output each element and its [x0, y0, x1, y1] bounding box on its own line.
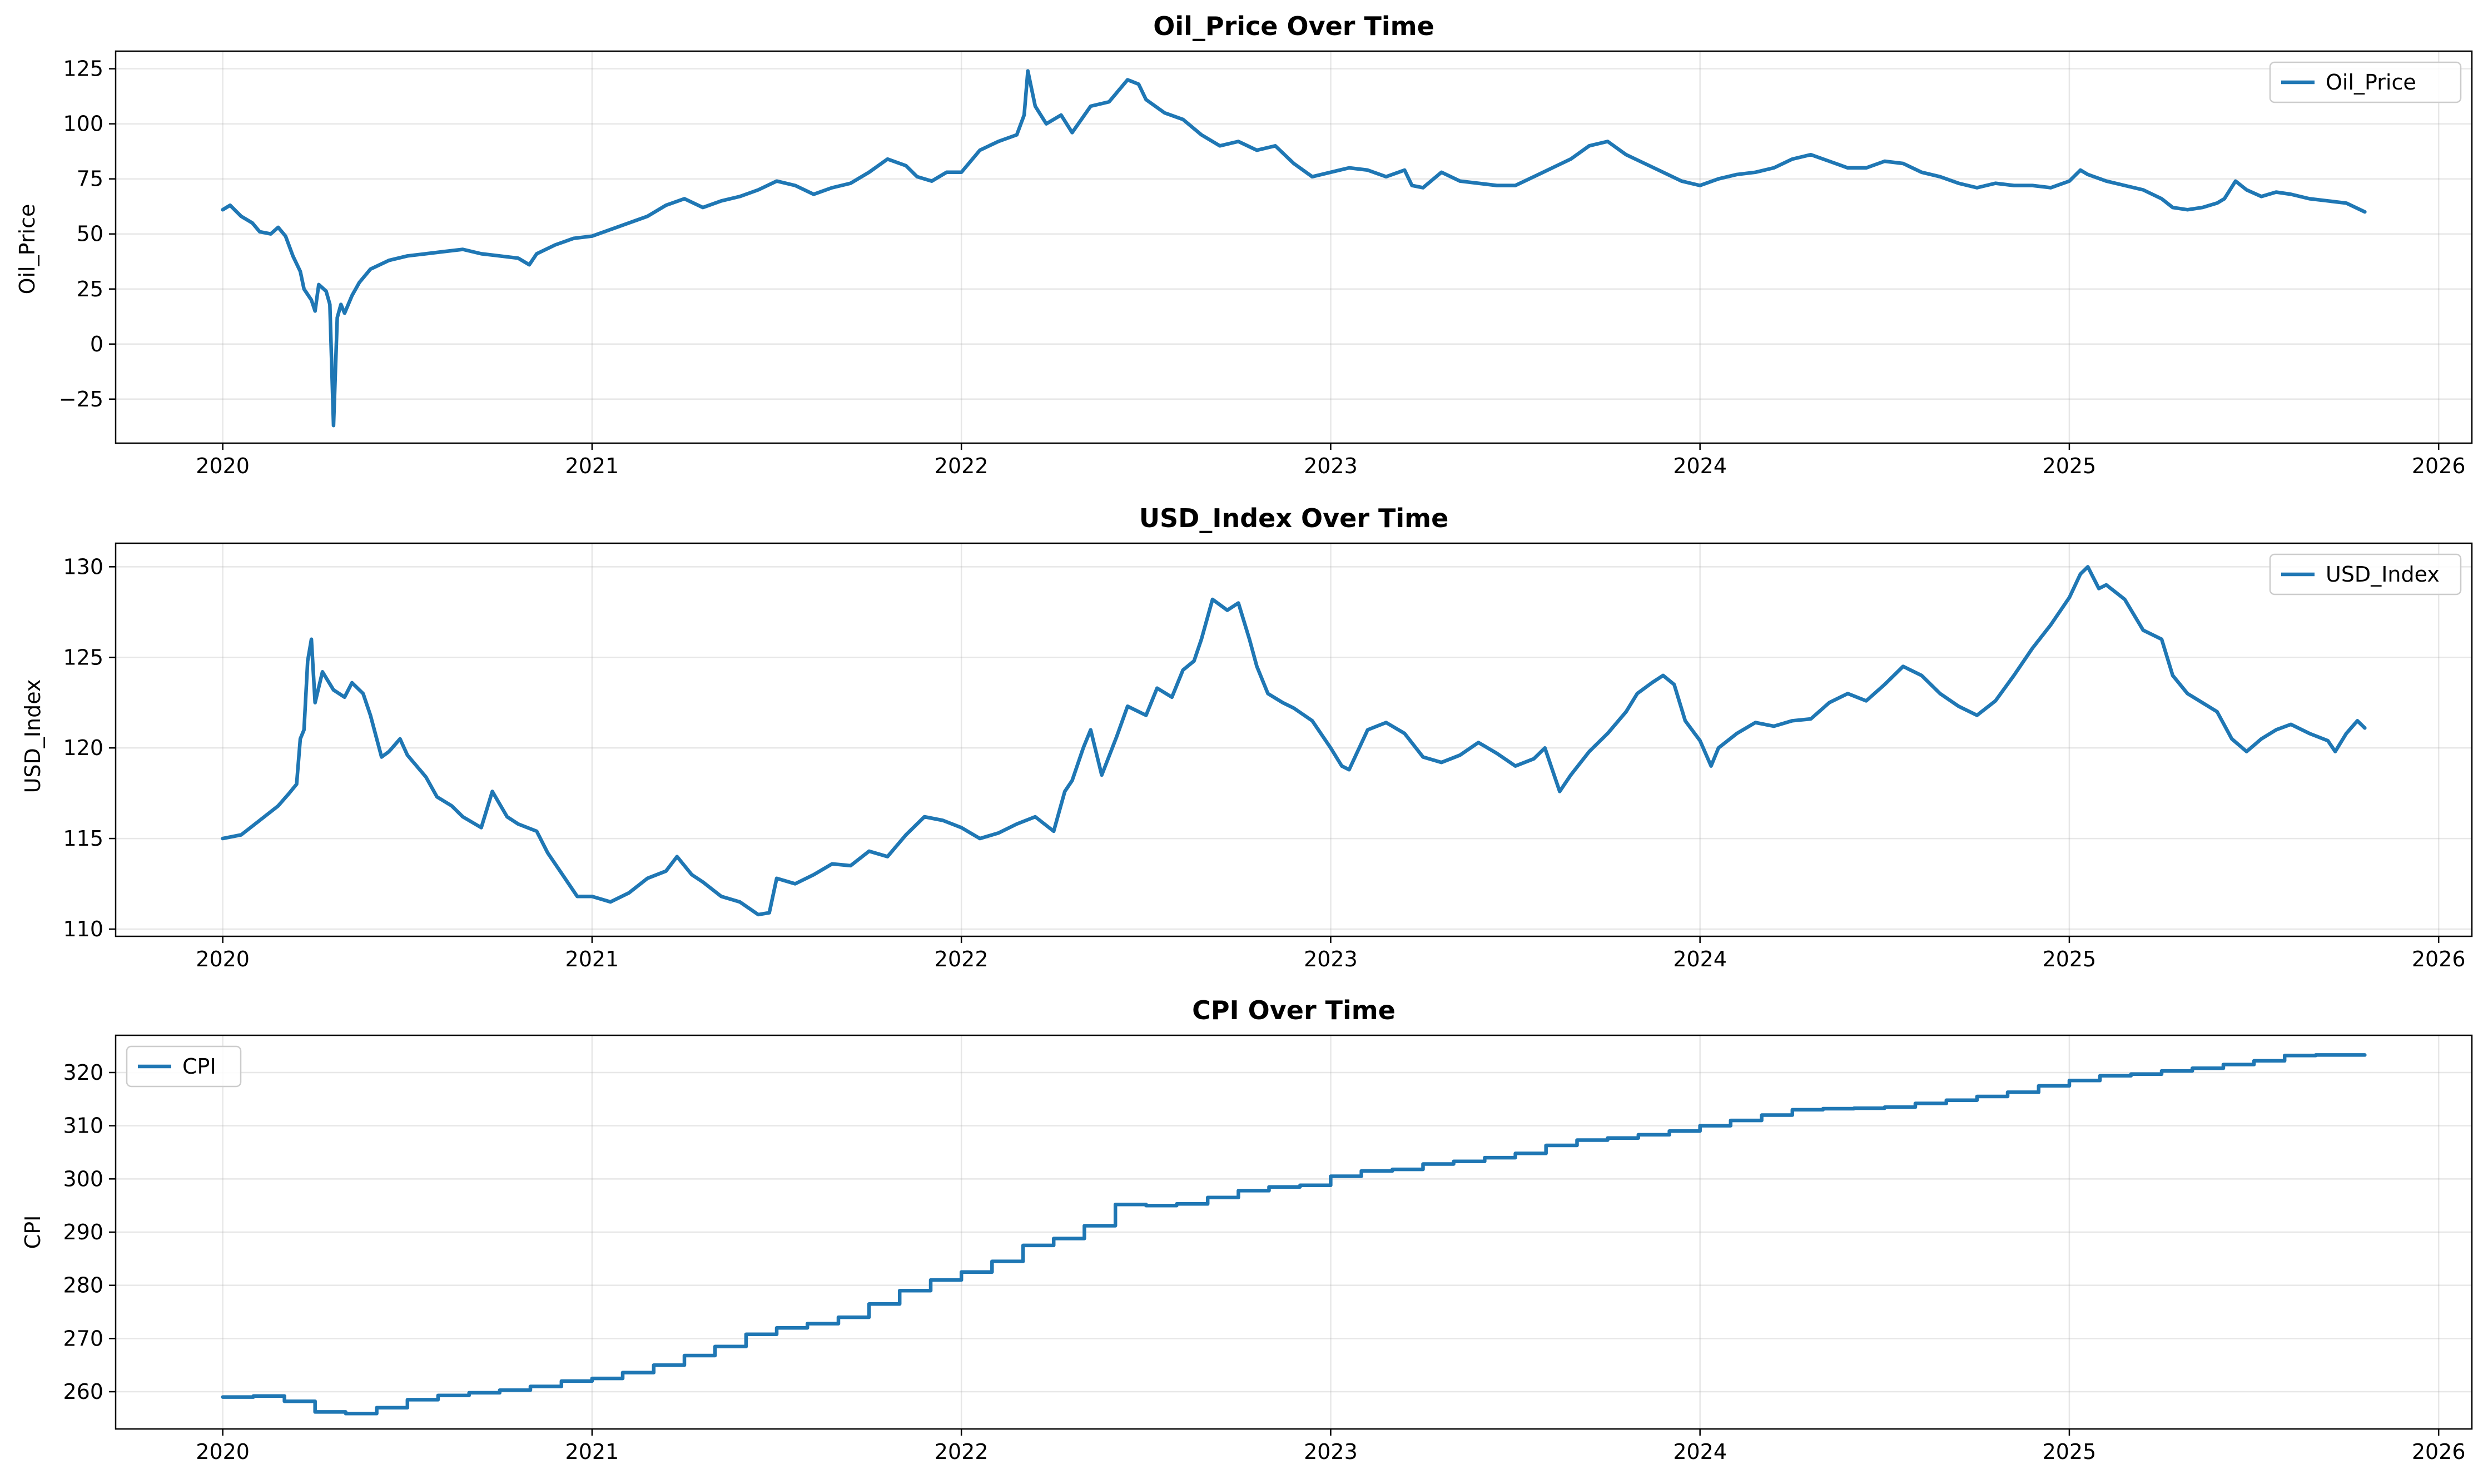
usd-index-y-tick-label: 110: [63, 917, 103, 941]
cpi-y-tick-label: 290: [63, 1220, 103, 1244]
oil-price-y-axis-label: Oil_Price: [15, 204, 39, 295]
cpi-y-tick-label: 300: [63, 1167, 103, 1191]
usd-index-series-line: [221, 565, 2367, 917]
usd-index-axes-frame: [115, 542, 2473, 937]
cpi-legend-box: [126, 1045, 242, 1088]
cpi-x-tick-label: 2024: [1673, 1440, 1727, 1464]
usd-index-x-tick-label: 2021: [565, 947, 619, 971]
usd-index-panel: USD_Index Over Time USD_Index 2020 2021 20…: [21, 503, 2473, 971]
cpi-panel: CPI Over Time CPI 2020 2021 2022 2023 2024 20…: [21, 995, 2473, 1464]
cpi-y-tick-label: 320: [63, 1060, 103, 1085]
oil-price-y-tick-label: 125: [63, 57, 103, 81]
usd-index-legend-label: USD_Index: [2326, 562, 2440, 587]
usd-index-y-tick-label: 115: [63, 826, 103, 851]
oil-price-y-tick-label: −25: [59, 387, 103, 411]
oil-price-panel: Oil_Price Over Time Oil_Price 2020 2021 20…: [15, 11, 2473, 478]
cpi-y-tick-label: 270: [63, 1326, 103, 1351]
oil-price-y-tick-label: 75: [77, 167, 103, 191]
oil-price-x-tick-label: 2024: [1673, 454, 1727, 478]
usd-index-x-tick-label: 2025: [2043, 947, 2097, 971]
oil-price-y-tick-label: 25: [77, 277, 103, 301]
cpi-chart-title: CPI Over Time: [1192, 995, 1396, 1025]
oil-price-y-tick-label: 50: [77, 222, 103, 246]
usd-index-x-tick-label: 2022: [935, 947, 989, 971]
usd-index-x-tick-label: 2023: [1304, 947, 1358, 971]
usd-index-legend-box: [2269, 553, 2462, 595]
cpi-y-tick-label: 310: [63, 1114, 103, 1138]
oil-price-grid: [116, 51, 2472, 443]
oil-price-x-tick-label: 2021: [565, 454, 619, 478]
usd-index-grid: [116, 543, 2472, 936]
cpi-legend: CPI: [126, 1045, 242, 1088]
oil-price-x-tick-label: 2025: [2043, 454, 2097, 478]
cpi-series-line: [221, 1053, 2367, 1416]
cpi-x-tick-label: 2023: [1304, 1440, 1358, 1464]
oil-price-x-tick-label: 2022: [935, 454, 989, 478]
oil-price-x-tick-label: 2023: [1304, 454, 1358, 478]
oil-price-chart-title: Oil_Price Over Time: [1153, 11, 1434, 41]
cpi-x-tick-label: 2020: [196, 1440, 250, 1464]
oil-price-legend-label: Oil_Price: [2326, 70, 2416, 95]
usd-index-legend: USD_Index: [2269, 553, 2462, 595]
cpi-y-tick-label: 260: [63, 1379, 103, 1404]
usd-index-y-tick-label: 130: [63, 554, 103, 579]
cpi-x-tick-label: 2025: [2043, 1440, 2097, 1464]
cpi-x-tick-label: 2021: [565, 1440, 619, 1464]
oil-price-y-tick-label: 0: [90, 332, 103, 356]
cpi-x-tick-label: 2022: [935, 1440, 989, 1464]
oil-price-y-tick-label: 100: [63, 112, 103, 136]
usd-index-chart-title: USD_Index Over Time: [1139, 503, 1449, 533]
cpi-y-axis-label: CPI: [21, 1215, 45, 1249]
usd-index-y-tick-label: 120: [63, 736, 103, 760]
usd-index-y-axis-label: USD_Index: [21, 679, 45, 793]
oil-price-x-tick-label: 2020: [196, 454, 250, 478]
usd-index-x-tick-label: 2024: [1673, 947, 1727, 971]
oil-price-legend-box: [2269, 61, 2462, 103]
oil-price-series-line: [221, 69, 2367, 428]
usd-index-x-tick-label: 2020: [196, 947, 250, 971]
oil-price-legend: Oil_Price: [2269, 61, 2462, 103]
usd-index-x-tick-label: 2026: [2412, 947, 2466, 971]
cpi-x-tick-label: 2026: [2412, 1440, 2466, 1464]
cpi-grid: [116, 1035, 2472, 1429]
oil-price-axes-frame: [115, 50, 2473, 444]
cpi-y-tick-label: 280: [63, 1273, 103, 1298]
usd-index-y-tick-label: 125: [63, 645, 103, 669]
cpi-legend-label: CPI: [182, 1054, 216, 1079]
oil-price-x-tick-label: 2026: [2412, 454, 2466, 478]
